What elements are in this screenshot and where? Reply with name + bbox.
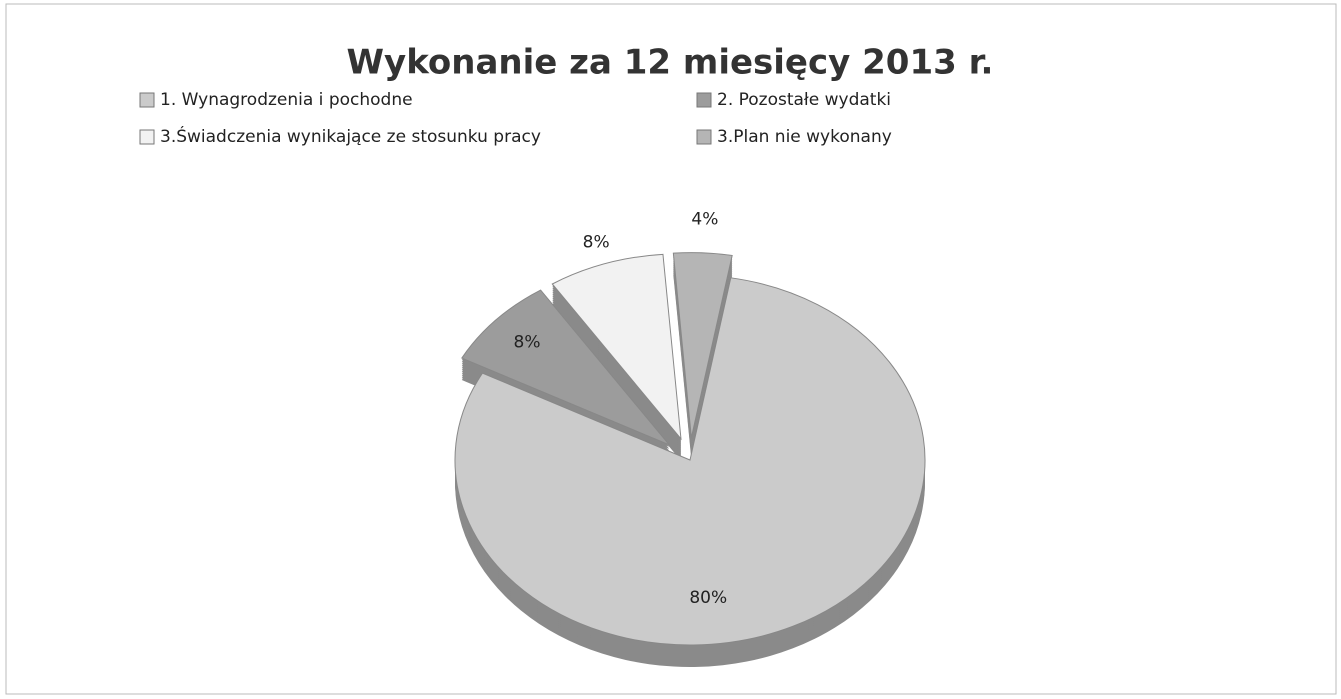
slice bbox=[551, 253, 682, 441]
legend-swatch bbox=[696, 92, 712, 108]
chart-border bbox=[5, 3, 1337, 695]
data-label: 8% bbox=[514, 333, 541, 353]
data-label: 4% bbox=[691, 210, 718, 230]
slice bbox=[461, 289, 670, 446]
legend-label: 3.Plan nie wykonany bbox=[717, 127, 892, 147]
legend-label: 3.Świadczenia wynikające ze stosunku pra… bbox=[160, 125, 541, 147]
legend-swatch bbox=[139, 129, 155, 145]
chart-title: Wykonanie za 12 miesięcy 2013 r. bbox=[347, 43, 994, 83]
data-label: 80% bbox=[689, 588, 727, 608]
legend-swatch bbox=[139, 92, 155, 108]
data-label: 8% bbox=[583, 233, 610, 253]
legend-label: 2. Pozostałe wydatki bbox=[717, 90, 891, 110]
legend-swatch bbox=[696, 129, 712, 145]
slice bbox=[454, 277, 926, 646]
legend-label: 1. Wynagrodzenia i pochodne bbox=[160, 90, 413, 110]
slice bbox=[672, 252, 733, 438]
